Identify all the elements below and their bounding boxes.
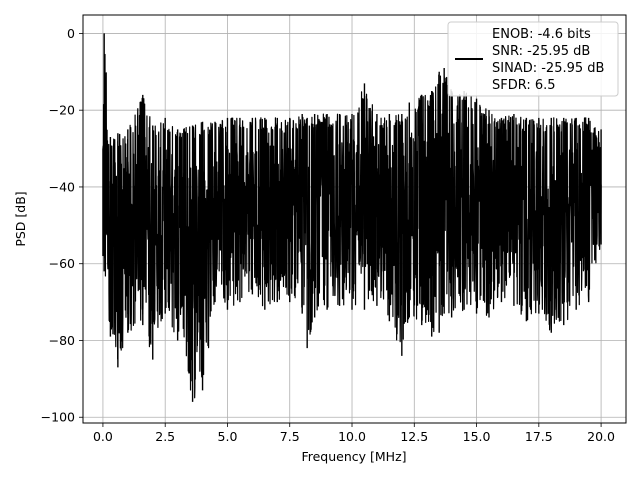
x-tick-label: 0.0 — [93, 429, 113, 444]
x-tick-label: 15.0 — [463, 429, 491, 444]
legend-box — [447, 21, 619, 97]
legend-entry-enob: ENOB: -4.6 bits — [492, 27, 591, 42]
x-tick-label: 5.0 — [218, 429, 238, 444]
y-axis-ticks: 0 −20 −40 −60 −80 −100 — [41, 26, 83, 425]
x-axis-label: Frequency [MHz] — [301, 449, 406, 464]
plot-frame — [82, 14, 627, 424]
psd-series — [102, 33, 602, 402]
x-tick-label: 7.5 — [280, 429, 300, 444]
legend-entry-sfdr: SFDR: 6.5 — [492, 78, 556, 93]
x-tick-label: 10.0 — [338, 429, 366, 444]
x-tick-label: 12.5 — [400, 429, 428, 444]
plot-area — [102, 33, 602, 402]
legend: ENOB: -4.6 bits SNR: -25.95 dB SINAD: -2… — [447, 21, 619, 97]
x-axis-ticks: 0.0 2.5 5.0 7.5 10.0 12.5 15.0 17.5 20.0 — [93, 423, 615, 444]
y-tick-label: −100 — [41, 410, 75, 425]
y-tick-label: −40 — [49, 179, 75, 194]
y-axis-label: PSD [dB] — [13, 191, 28, 246]
x-tick-label: 17.5 — [525, 429, 553, 444]
y-tick-label: −60 — [49, 256, 75, 271]
legend-entry-sinad: SINAD: -25.95 dB — [492, 61, 604, 76]
x-tick-label: 2.5 — [155, 429, 175, 444]
x-tick-label: 20.0 — [587, 429, 615, 444]
y-tick-label: −20 — [49, 103, 75, 118]
legend-entry-snr: SNR: -25.95 dB — [492, 44, 590, 59]
y-tick-label: −80 — [49, 333, 75, 348]
y-tick-label: 0 — [67, 26, 75, 41]
